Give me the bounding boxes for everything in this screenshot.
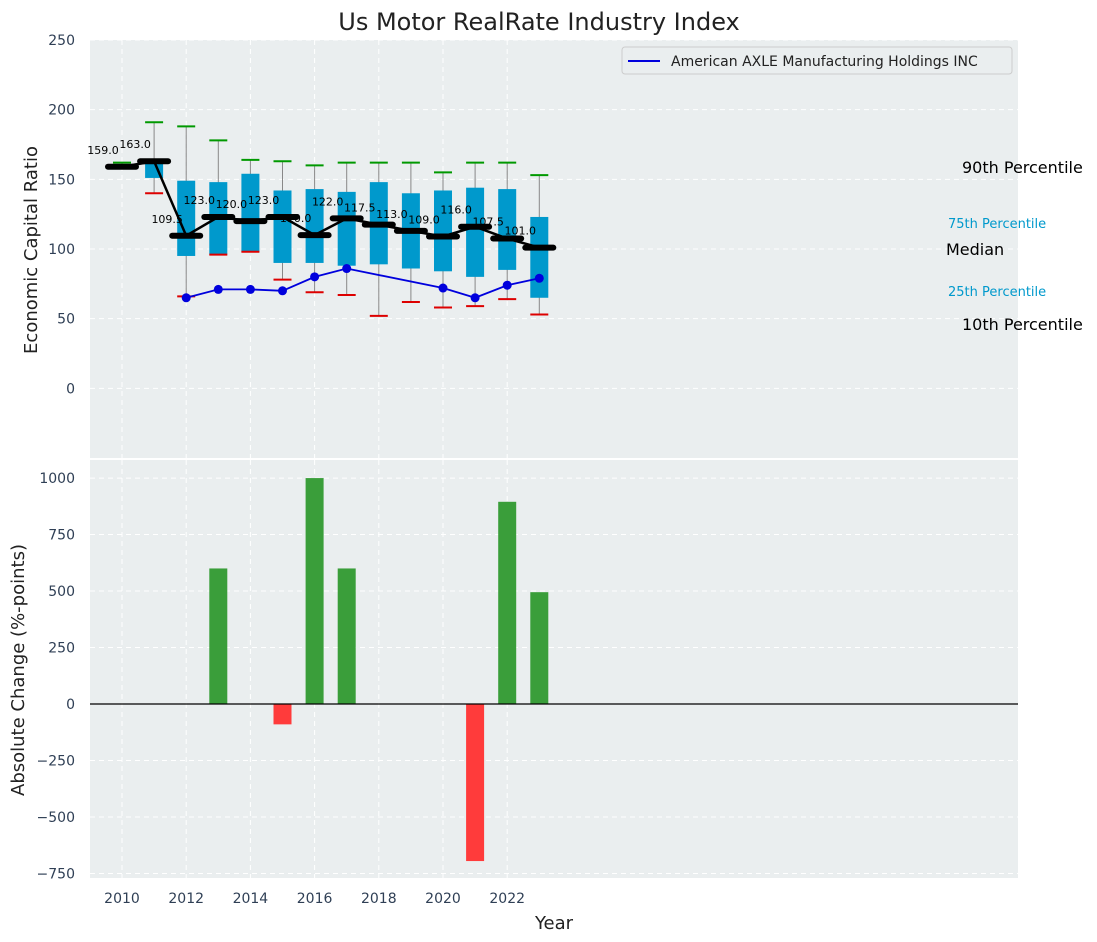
bottom-y-ticks: 1000 750 500 250 0 −250 −500 −750 [37,471,75,882]
top-y-axis-label: Economic Capital Ratio [21,146,42,354]
change-bar [273,704,292,725]
x-tick-label: 2012 [168,891,204,907]
x-tick-label: 2022 [489,891,525,907]
change-bar [466,704,485,862]
bar-group [209,478,549,862]
x-axis-label: Year [534,913,574,934]
legend-label: American AXLE Manufacturing Holdings INC [671,54,978,70]
change-bar [498,501,517,705]
median-label: Median [946,240,1004,259]
box-iqr [498,189,517,270]
median-value-label: 117.5 [344,202,376,215]
median-value-label: 109.5 [151,213,183,226]
bottom-panel-background [90,460,1018,878]
median-trend-line [121,159,540,249]
median-value-label: 159.0 [87,144,119,157]
bottom-y-tick-label: −500 [37,810,75,826]
change-bar [209,568,228,705]
median-value-label: 109.0 [408,213,440,226]
bottom-y-axis-label: Absolute Change (%-points) [8,544,29,796]
p10-label: 10th Percentile [962,315,1083,334]
change-bar [337,568,356,705]
box-iqr [305,189,324,263]
median-value-label: 110.0 [280,212,312,225]
top-y-tick-label: 50 [57,312,75,328]
top-y-tick-label: 250 [48,33,75,49]
bottom-y-tick-label: 0 [66,697,75,713]
median-value-label: 116.0 [440,204,472,217]
x-tick-label: 2018 [361,891,397,907]
company-point [310,272,320,282]
top-y-ticks: 250 200 150 100 50 0 [48,33,75,397]
median-value-label: 163.0 [119,138,151,151]
bottom-y-tick-label: 250 [48,641,75,657]
median-line-group [121,159,540,249]
median-value-label: 123.0 [248,194,280,207]
box-iqr [273,190,292,263]
median-value-label: 122.0 [312,195,344,208]
legend-box [621,46,1013,75]
x-tick-label: 2014 [233,891,269,907]
median-value-label: 123.0 [184,194,216,207]
median-value-label: 101.0 [505,225,537,238]
company-point [342,264,352,274]
company-point [213,284,223,294]
top-y-tick-label: 0 [66,381,75,397]
top-y-tick-label: 200 [48,103,75,119]
chart-title: Us Motor RealRate Industry Index [338,8,740,36]
bottom-y-tick-label: −750 [37,866,75,882]
median-value-label: 107.5 [472,216,504,229]
x-ticks: 2010 2012 2014 2016 2018 2020 2022 [104,891,525,907]
box-iqr [530,216,549,298]
company-point [181,293,191,303]
box-iqr [337,191,356,266]
bottom-y-tick-label: 1000 [39,471,75,487]
box-iqr [466,187,485,277]
bottom-y-tick-label: 500 [48,584,75,600]
company-point [502,280,512,290]
company-line-group [181,264,544,303]
box-iqr [434,190,452,272]
median-value-label: 113.0 [376,208,408,221]
box-iqr [241,173,260,252]
x-tick-label: 2020 [425,891,461,907]
company-point [278,286,287,296]
change-bar [530,592,549,705]
legend: American AXLE Manufacturing Holdings INC [621,46,1013,75]
median-value-label: 120.0 [216,198,248,211]
bottom-y-tick-label: −250 [37,754,75,770]
company-point [245,284,255,294]
p25-label: 25th Percentile [948,285,1046,300]
company-line [185,267,540,299]
company-point [470,293,480,303]
x-tick-label: 2016 [297,891,333,907]
top-y-tick-label: 100 [48,242,75,258]
p90-label: 90th Percentile [962,158,1083,177]
top-y-tick-label: 150 [48,172,75,188]
p75-label: 75th Percentile [948,217,1046,232]
company-point [534,273,544,283]
x-tick-label: 2010 [104,891,140,907]
change-bar [305,478,324,705]
bottom-y-tick-label: 750 [48,528,75,544]
company-point [438,283,448,293]
